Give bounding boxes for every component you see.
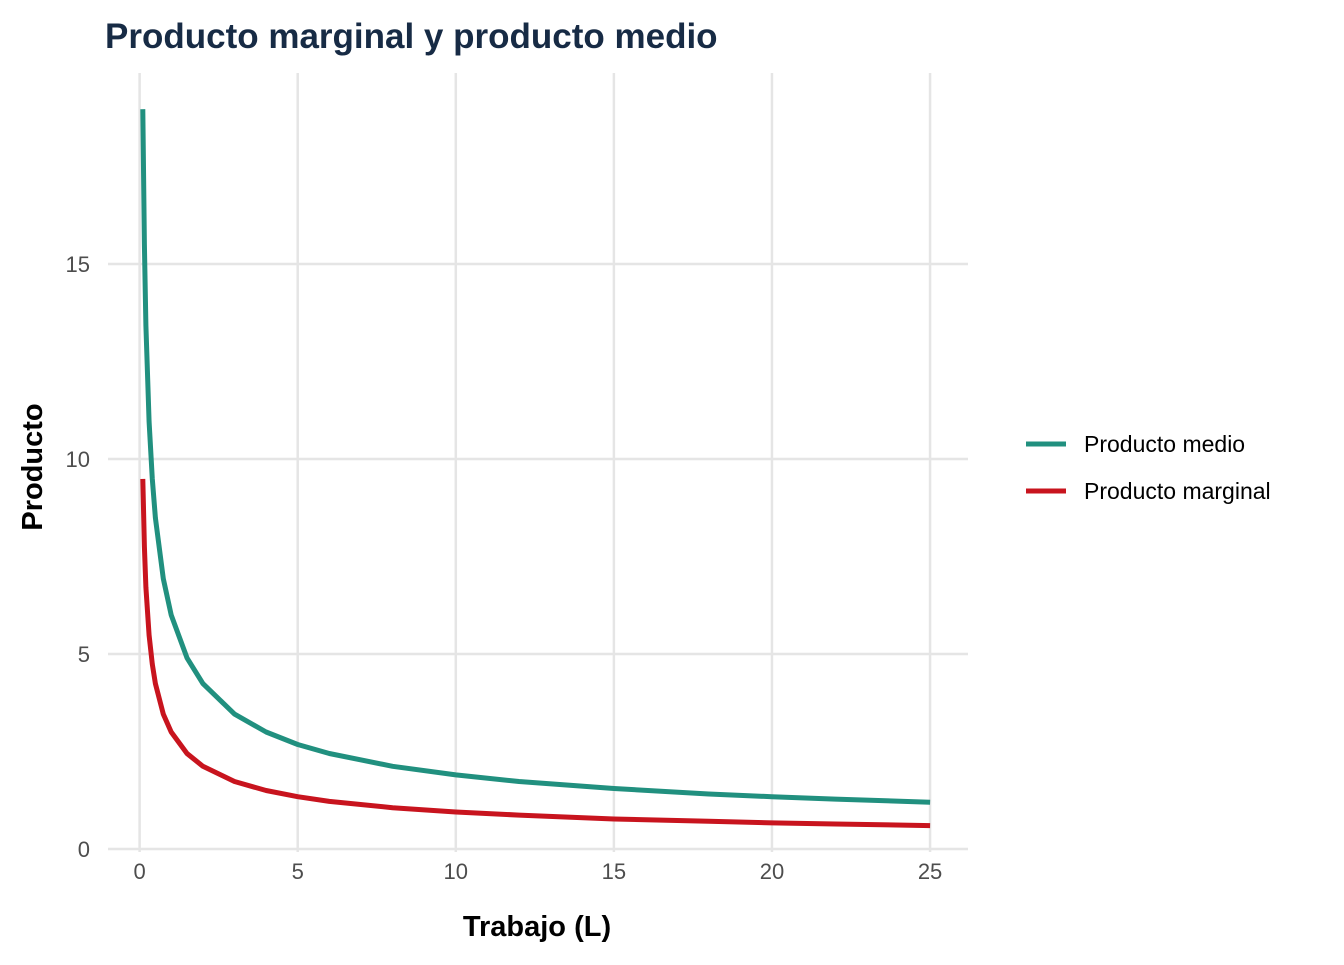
x-tick-label: 15: [602, 859, 626, 884]
chart-title: Producto marginal y producto medio: [105, 17, 718, 56]
x-tick-label: 5: [292, 859, 304, 884]
series-line-producto-medio: [140, 109, 931, 805]
x-tick-label: 10: [444, 859, 468, 884]
tick-labels: 0 5 10 15 20 25 0 5 10 15: [66, 252, 943, 884]
y-tick-label: 5: [78, 642, 90, 667]
x-axis-label: Trabajo (L): [463, 911, 611, 943]
x-tick-label: 20: [760, 859, 784, 884]
legend-label: Producto marginal: [1084, 478, 1271, 504]
legend: Producto medio Producto marginal: [1026, 431, 1271, 504]
y-tick-label: 0: [78, 837, 90, 862]
series-lines: [140, 109, 931, 829]
y-tick-label: 15: [66, 252, 90, 277]
legend-label: Producto medio: [1084, 431, 1245, 457]
y-axis-label: Producto: [17, 403, 49, 530]
series-line-producto-marginal: [140, 478, 931, 829]
grid: [108, 73, 968, 852]
x-tick-label: 0: [133, 859, 145, 884]
x-tick-label: 25: [918, 859, 942, 884]
y-tick-label: 10: [66, 447, 90, 472]
